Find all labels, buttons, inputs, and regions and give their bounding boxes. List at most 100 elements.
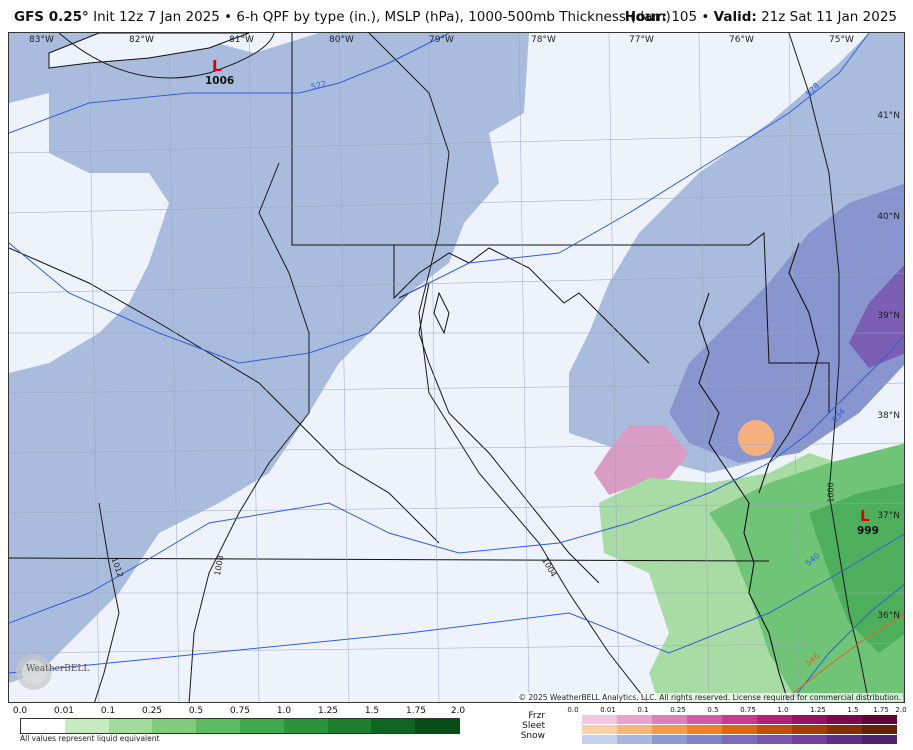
- longitude-label: 76°W: [729, 35, 754, 45]
- latitude-label: 36°N: [877, 611, 900, 621]
- ptype-tick: 0.0: [567, 706, 579, 714]
- valid-value: 21z Sat 11 Jan 2025: [756, 9, 897, 25]
- snow-area-west: [9, 33, 529, 683]
- logo-text: WeatherBELL: [26, 664, 90, 674]
- rain-tick: 0.25: [141, 706, 163, 716]
- snow-color-swatch: [792, 735, 827, 744]
- low-pressure-value: 999: [857, 525, 879, 537]
- snow-color-swatch: [757, 735, 792, 744]
- frzr-color-swatch: [722, 715, 757, 724]
- copyright-notice: © 2025 WeatherBELL Analytics, LLC. All r…: [516, 693, 903, 702]
- rain-color-swatch: [152, 719, 197, 733]
- lake-erie: [48, 33, 250, 69]
- thickness-lines: [9, 33, 904, 702]
- rain-scale-ticks: 0.0 0.01 0.1 0.25 0.5 0.75 1.0 1.25 1.5 …: [12, 706, 466, 718]
- frzr-label: Frzr: [528, 711, 545, 721]
- latitude-label: 40°N: [877, 212, 900, 222]
- latitude-label: 37°N: [877, 511, 900, 521]
- state-borders: [9, 33, 830, 584]
- rain-color-swatch: [196, 719, 240, 733]
- rain-tick: 1.75: [405, 706, 427, 716]
- ptype-tick: 0.25: [670, 706, 686, 714]
- sleet-area: [738, 420, 774, 456]
- forecast-map: 83°W 82°W 81°W 80°W 79°W 78°W 77°W 76°W …: [8, 32, 905, 703]
- coastline-east: [758, 242, 820, 494]
- frzr-color-swatch: [652, 715, 687, 724]
- valid-label: Valid:: [713, 9, 757, 25]
- rain-tick: 2.0: [450, 706, 466, 716]
- snow-color-swatch: [652, 735, 687, 744]
- rain-tick: 0.0: [12, 706, 28, 716]
- model-name: GFS 0.25: [14, 9, 83, 25]
- snow-color-swatch: [827, 735, 862, 744]
- longitude-label: 81°W: [229, 35, 254, 45]
- snow-color-swatch: [862, 735, 897, 744]
- latitude-label: 38°N: [877, 411, 900, 421]
- map-canvas: [9, 33, 904, 702]
- sleet-color-swatch: [722, 725, 757, 734]
- rain-color-swatch: [108, 719, 153, 733]
- snow-color-bar: [582, 735, 897, 744]
- frzr-color-swatch: [862, 715, 897, 724]
- ptype-tick: 1.5: [847, 706, 859, 714]
- hour-label: Hour:: [624, 9, 668, 25]
- snow-color-swatch: [582, 735, 617, 744]
- rain-tick: 1.5: [364, 706, 380, 716]
- island-marker: [433, 291, 450, 335]
- longitude-label: 75°W: [829, 35, 854, 45]
- rain-tick: 0.75: [229, 706, 251, 716]
- frzr-area: [594, 425, 689, 495]
- sleet-color-bar: [582, 725, 897, 734]
- longitude-label: 78°W: [531, 35, 556, 45]
- frzr-color-swatch: [757, 715, 792, 724]
- sleet-color-swatch: [617, 725, 652, 734]
- sleet-color-swatch: [652, 725, 687, 734]
- rain-tick: 1.0: [276, 706, 292, 716]
- legend: 0.0 0.01 0.1 0.25 0.5 0.75 1.0 1.25 1.5 …: [0, 703, 913, 750]
- snow-color-swatch: [687, 735, 722, 744]
- sleet-color-swatch: [687, 725, 722, 734]
- ptype-tick: 0.5: [707, 706, 719, 714]
- rain-color-bar: [20, 718, 460, 734]
- coastline: [698, 292, 789, 702]
- sleet-color-swatch: [792, 725, 827, 734]
- rain-color-swatch: [327, 719, 372, 733]
- low-pressure-marker: L: [860, 507, 870, 525]
- low-pressure-value: 1006: [205, 75, 235, 87]
- low-pressure-marker: L: [212, 57, 222, 75]
- snow-clear-west: [9, 93, 169, 373]
- rain-color-swatch: [371, 719, 416, 733]
- rain-color-swatch: [64, 719, 109, 733]
- longitude-label: 79°W: [429, 35, 454, 45]
- snow-color-swatch: [617, 735, 652, 744]
- rain-color-swatch: [415, 719, 459, 733]
- rain-tick: 0.5: [188, 706, 204, 716]
- valid-time: Hour: 105 • Valid: 21z Sat 11 Jan 2025: [625, 9, 897, 25]
- sleet-color-swatch: [862, 725, 897, 734]
- snow-heavy: [849, 265, 904, 368]
- hour-value: 105 •: [667, 9, 714, 25]
- rain-tick: 0.1: [100, 706, 116, 716]
- longitude-label: 80°W: [329, 35, 354, 45]
- snow-label: Snow: [520, 731, 545, 741]
- rain-tick: 0.01: [53, 706, 75, 716]
- init-description: Init 12z 7 Jan 2025 • 6-h QPF by type (i…: [88, 9, 671, 25]
- sleet-color-swatch: [827, 725, 862, 734]
- rain-color-swatch: [21, 719, 65, 733]
- ptype-tick: 2.0: [895, 706, 907, 714]
- county-lines: [9, 33, 904, 702]
- isobar-label: 1000: [826, 482, 836, 503]
- longitude-label: 82°W: [129, 35, 154, 45]
- frzr-color-swatch: [582, 715, 617, 724]
- latitude-label: 41°N: [877, 111, 900, 121]
- snow-medium: [669, 183, 904, 463]
- frzr-color-bar: [582, 715, 897, 724]
- rain-heavy: [809, 483, 904, 653]
- ptype-scale-ticks: 0.0 0.01 0.1 0.25 0.5 0.75 1.0 1.25 1.5 …: [565, 706, 910, 716]
- liquid-equivalent-note: All values represent liquid equivalent: [20, 734, 160, 743]
- rain-color-swatch: [239, 719, 284, 733]
- ptype-tick: 0.1: [637, 706, 649, 714]
- rain-tick: 1.25: [317, 706, 339, 716]
- ptype-tick: 1.75: [873, 706, 889, 714]
- logo-icon: [16, 654, 52, 690]
